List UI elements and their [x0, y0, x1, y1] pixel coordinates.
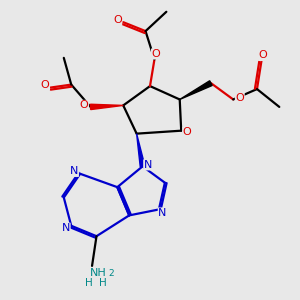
- Text: NH: NH: [90, 268, 106, 278]
- Text: N: N: [144, 160, 152, 170]
- Text: H: H: [85, 278, 93, 288]
- Text: O: O: [183, 127, 191, 137]
- Text: O: O: [80, 100, 88, 110]
- Text: O: O: [236, 93, 244, 103]
- Text: N: N: [62, 223, 70, 233]
- Text: O: O: [41, 80, 50, 90]
- Text: O: O: [113, 15, 122, 25]
- Text: 2: 2: [109, 269, 114, 278]
- Polygon shape: [180, 81, 212, 100]
- Text: H: H: [99, 278, 106, 288]
- Text: N: N: [158, 208, 167, 218]
- Polygon shape: [90, 104, 123, 110]
- Text: O: O: [152, 49, 160, 59]
- Polygon shape: [136, 134, 145, 167]
- Text: O: O: [259, 50, 267, 61]
- Text: N: N: [70, 167, 78, 176]
